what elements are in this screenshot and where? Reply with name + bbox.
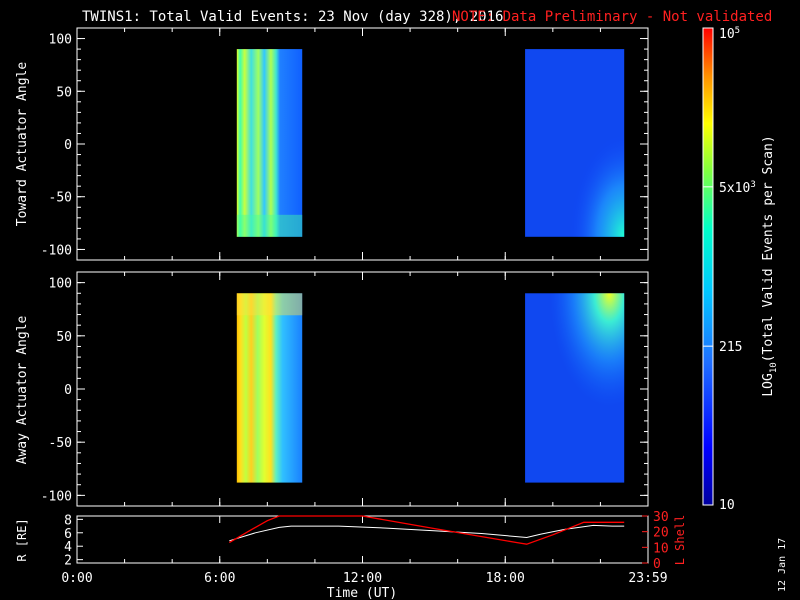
top-data-block-1-edge bbox=[236, 214, 303, 237]
bottom-panel-frame bbox=[76, 515, 649, 564]
colorbar bbox=[702, 27, 714, 506]
bottom-xtick-label-4: 23:59 bbox=[628, 571, 667, 586]
bottom-xtick-label-2: 12:00 bbox=[343, 571, 382, 586]
bottom-left-ytick-label-0: 8 bbox=[64, 513, 72, 528]
bottom-left-ytick-label-1: 6 bbox=[64, 527, 72, 542]
preliminary-note: NOTE: Data Preliminary - Not validated bbox=[452, 9, 772, 25]
top-ytick-label-1: 50 bbox=[56, 85, 72, 100]
bottom-right-ytick-label-2: 10 bbox=[653, 541, 669, 556]
top-data-block-1 bbox=[236, 49, 303, 237]
middle-y-axis: 100 50 0 -50 -100 bbox=[41, 272, 649, 506]
colorbar-tick-5k-mantissa: 5x10 bbox=[719, 181, 750, 196]
colorbar-tick-5k-exponent: 3 bbox=[750, 180, 755, 190]
bottom-left-ytick-label-3: 2 bbox=[64, 554, 72, 569]
top-heatmap bbox=[236, 49, 625, 237]
colorbar-label-suffix: (Total Valid Events per Scan) bbox=[761, 135, 776, 362]
colorbar-tick-max: 105 bbox=[719, 26, 740, 42]
date-stamp: 12 Jan 17 bbox=[777, 538, 788, 592]
bottom-right-ytick-label-1: 20 bbox=[653, 526, 669, 541]
bottom-right-ytick-label-0: 30 bbox=[653, 510, 669, 525]
top-ytick-label-2: 0 bbox=[64, 138, 72, 153]
colorbar-label-prefix: LOG bbox=[761, 373, 776, 397]
middle-ytick-label-4: -100 bbox=[41, 489, 72, 504]
middle-heatmap bbox=[236, 293, 625, 483]
colorbar-tick-min: 10 bbox=[719, 498, 735, 513]
top-ytick-label-3: -50 bbox=[49, 191, 72, 206]
colorbar-tick-max-mantissa: 10 bbox=[719, 27, 735, 42]
top-y-axis: 100 50 0 -50 -100 bbox=[41, 28, 649, 260]
bottom-right-ytick-label-3: 0 bbox=[653, 557, 661, 572]
colorbar-label-sub: 10 bbox=[769, 362, 779, 373]
colorbar-tick-5k: 5x103 bbox=[719, 180, 756, 196]
top-ytick-label-0: 100 bbox=[49, 33, 72, 48]
colorbar-tick-max-exponent: 5 bbox=[735, 26, 740, 36]
middle-ytick-label-3: -50 bbox=[49, 436, 72, 451]
l-shell-line bbox=[228, 515, 625, 545]
colorbar-tick-215: 215 bbox=[719, 340, 742, 355]
x-axis-label: Time (UT) bbox=[327, 586, 397, 600]
bottom-left-ylabel: R [RE] bbox=[15, 518, 29, 561]
top-ytick-label-4: -100 bbox=[41, 243, 72, 258]
middle-data-block-1-edge bbox=[236, 293, 303, 316]
bottom-xtick-label-1: 6:00 bbox=[204, 571, 235, 586]
chart-title: TWINS1: Total Valid Events: 23 Nov (day … bbox=[82, 9, 503, 25]
bottom-xtick-label-0: 0:00 bbox=[61, 571, 92, 586]
colorbar-label: LOG10(Total Valid Events per Scan) bbox=[761, 135, 779, 396]
top-data-block-2-patch bbox=[525, 49, 625, 237]
middle-data-block-1 bbox=[236, 293, 303, 483]
middle-ylabel: Away Actuator Angle bbox=[15, 315, 30, 464]
middle-data-block-2-patch bbox=[525, 293, 625, 483]
bottom-xtick-label-3: 18:00 bbox=[486, 571, 525, 586]
middle-ytick-label-1: 50 bbox=[56, 330, 72, 345]
orbit-lines bbox=[228, 515, 625, 545]
top-ylabel: Toward Actuator Angle bbox=[15, 62, 30, 227]
colorbar-ticks bbox=[703, 27, 713, 506]
bottom-right-ylabel: L Shell bbox=[673, 515, 687, 566]
middle-ytick-label-2: 0 bbox=[64, 383, 72, 398]
middle-ytick-label-0: 100 bbox=[49, 277, 72, 292]
bottom-left-ytick-label-2: 4 bbox=[64, 540, 72, 555]
